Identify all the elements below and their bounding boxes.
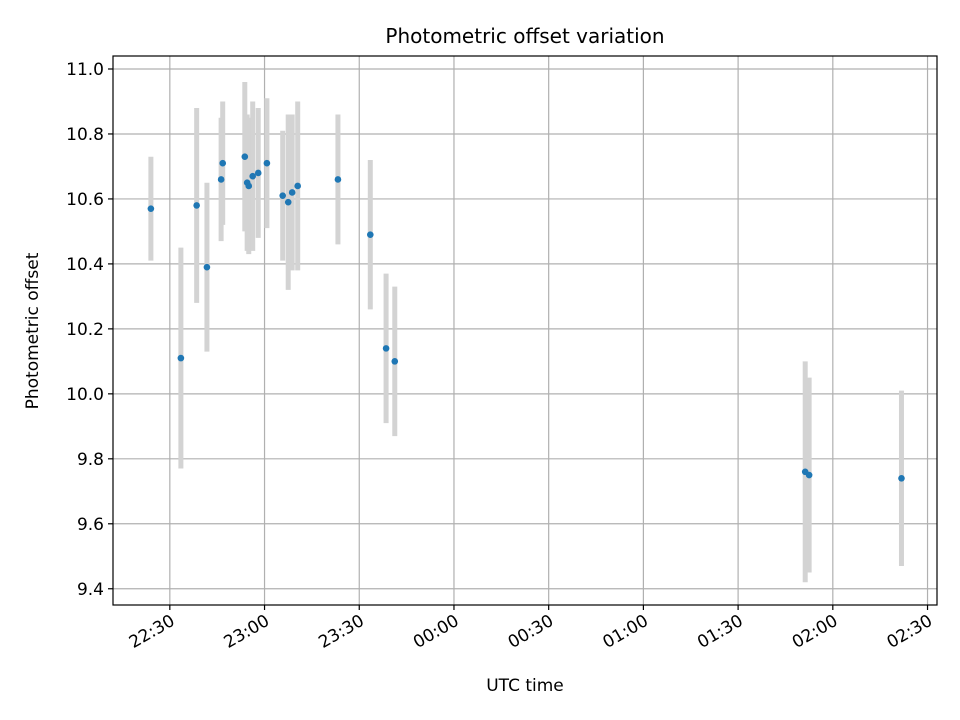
x-axis-title: UTC time (486, 676, 564, 696)
data-point (193, 202, 200, 209)
data-point (147, 205, 155, 212)
data-point (245, 182, 253, 190)
data-point (367, 231, 374, 238)
data-point (334, 176, 342, 183)
y-tick-label: 9.8 (77, 450, 104, 470)
y-tick-label: 11.0 (66, 60, 104, 80)
data-point (203, 263, 211, 271)
y-tick-label: 10.6 (66, 190, 104, 210)
data-point (288, 189, 296, 196)
chart-title: Photometric offset variation (385, 24, 664, 48)
data-point (898, 475, 905, 482)
data-point (249, 172, 257, 180)
data-point (177, 354, 185, 362)
y-tick-label: 9.6 (77, 515, 104, 535)
data-point (279, 192, 286, 199)
data-point (294, 182, 301, 190)
data-point (284, 198, 292, 206)
data-point (805, 471, 813, 479)
data-point (263, 159, 271, 167)
plot-area-frame (112, 55, 938, 606)
y-tick-label: 10.4 (66, 255, 104, 275)
data-point (254, 169, 262, 177)
data-point (219, 159, 227, 167)
data-point (382, 345, 390, 352)
y-axis-title: Photometric offset (23, 252, 43, 409)
data-point (241, 153, 249, 161)
data-points (147, 153, 905, 482)
data-point (217, 176, 225, 183)
y-tick-label: 10.2 (66, 320, 104, 340)
y-tick-label: 10.8 (66, 125, 104, 145)
data-point (391, 358, 399, 365)
y-tick-label: 9.4 (77, 580, 104, 600)
y-tick-label: 10.0 (66, 385, 104, 405)
